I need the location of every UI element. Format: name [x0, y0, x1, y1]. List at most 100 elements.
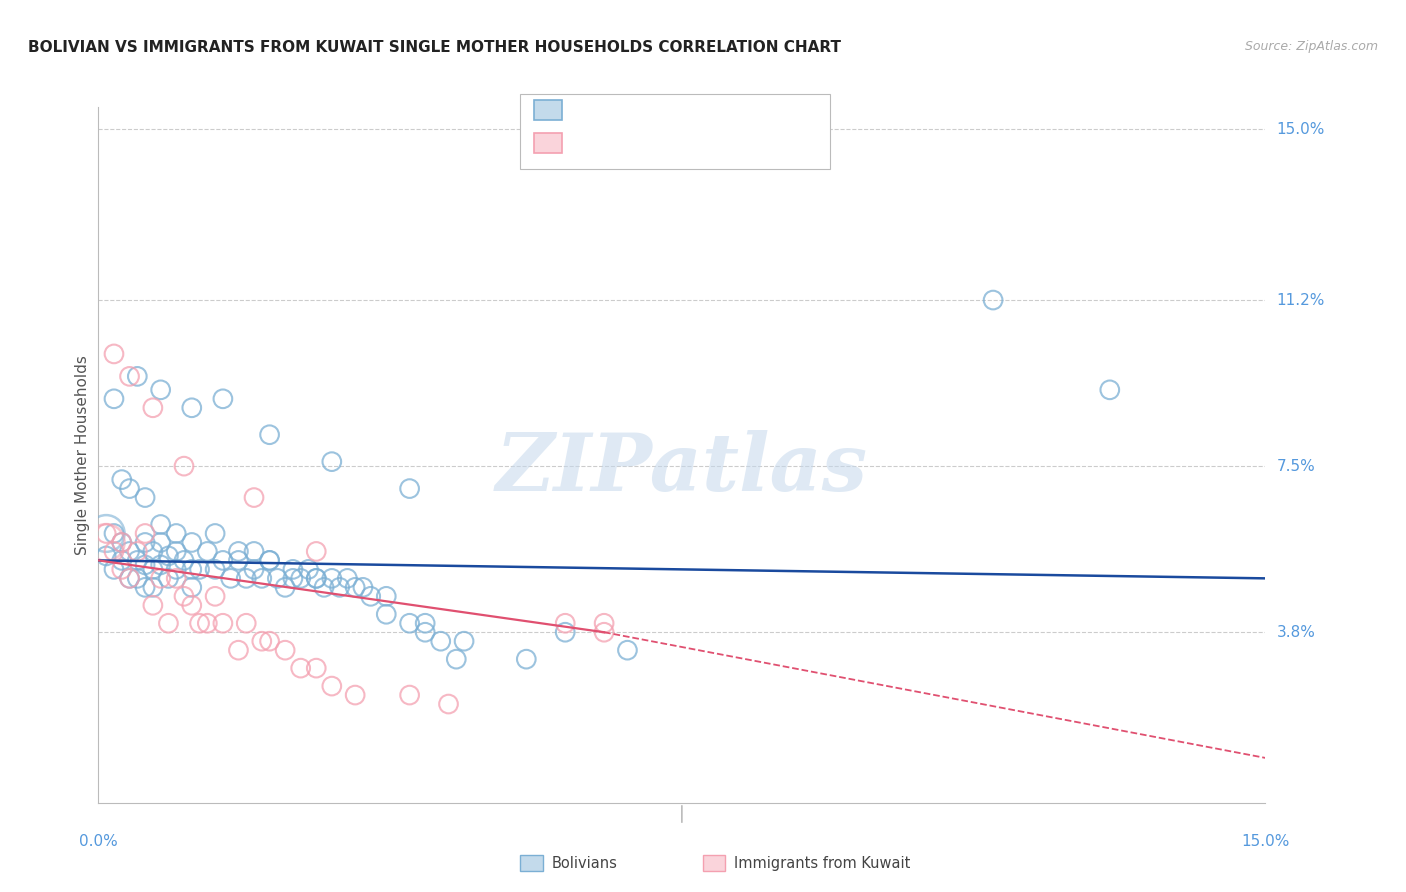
Text: 15.0%: 15.0% — [1277, 122, 1324, 137]
Point — [413, 625, 436, 640]
Point — [188, 616, 211, 631]
Point — [134, 491, 156, 505]
Point — [127, 571, 149, 585]
Point — [96, 549, 118, 563]
Point — [96, 526, 118, 541]
Point — [96, 535, 118, 549]
Point — [398, 616, 420, 631]
Point — [111, 535, 134, 549]
Point — [344, 688, 367, 702]
Point — [127, 544, 149, 558]
Text: Source: ZipAtlas.com: Source: ZipAtlas.com — [1244, 40, 1378, 54]
Point — [103, 392, 125, 406]
Point — [981, 293, 1004, 307]
Point — [103, 544, 125, 558]
Text: 11.2%: 11.2% — [1277, 293, 1324, 308]
Text: 3.8%: 3.8% — [1277, 624, 1316, 640]
Point — [243, 544, 266, 558]
Point — [142, 599, 165, 613]
Point — [437, 697, 460, 711]
Point — [149, 558, 172, 572]
Point — [259, 634, 281, 648]
Point — [142, 580, 165, 594]
Point — [321, 571, 343, 585]
Point — [180, 580, 202, 594]
Point — [103, 347, 125, 361]
Point — [266, 571, 288, 585]
Point — [188, 562, 211, 576]
Point — [321, 455, 343, 469]
Point — [305, 571, 328, 585]
Point — [259, 553, 281, 567]
Text: 7.5%: 7.5% — [1277, 458, 1315, 474]
Point — [352, 580, 374, 594]
Text: ZIPatlas: ZIPatlas — [496, 430, 868, 508]
Point — [111, 553, 134, 567]
Point — [173, 590, 195, 604]
Point — [149, 383, 172, 397]
Point — [127, 553, 149, 567]
Point — [142, 562, 165, 576]
Point — [281, 562, 304, 576]
Point — [103, 562, 125, 576]
Point — [593, 625, 616, 640]
Point — [212, 553, 235, 567]
Point — [219, 571, 242, 585]
Point — [165, 562, 187, 576]
Point — [142, 544, 165, 558]
Point — [235, 616, 257, 631]
Point — [180, 562, 202, 576]
Point — [118, 369, 141, 384]
Point — [96, 526, 118, 541]
Point — [212, 616, 235, 631]
Point — [375, 607, 398, 622]
Point — [118, 544, 141, 558]
Point — [360, 590, 382, 604]
Point — [515, 652, 537, 666]
Point — [212, 392, 235, 406]
Point — [446, 652, 468, 666]
Point — [375, 590, 398, 604]
Point — [398, 688, 420, 702]
Point — [250, 634, 273, 648]
Point — [297, 562, 319, 576]
Text: BOLIVIAN VS IMMIGRANTS FROM KUWAIT SINGLE MOTHER HOUSEHOLDS CORRELATION CHART: BOLIVIAN VS IMMIGRANTS FROM KUWAIT SINGL… — [28, 40, 841, 55]
Point — [204, 590, 226, 604]
Text: 15.0%: 15.0% — [1241, 834, 1289, 849]
Point — [274, 580, 297, 594]
Point — [180, 599, 202, 613]
Point — [228, 553, 250, 567]
Point — [413, 616, 436, 631]
Point — [165, 544, 187, 558]
Point — [554, 616, 576, 631]
Point — [134, 558, 156, 572]
Point — [259, 553, 281, 567]
Point — [228, 544, 250, 558]
Point — [554, 625, 576, 640]
Point — [243, 562, 266, 576]
Text: -0.198: -0.198 — [609, 136, 661, 150]
Point — [118, 571, 141, 585]
Text: R =: R = — [571, 136, 607, 150]
Point — [274, 643, 297, 657]
Point — [127, 369, 149, 384]
Point — [157, 616, 180, 631]
Point — [259, 427, 281, 442]
Point — [336, 571, 359, 585]
Point — [149, 535, 172, 549]
Point — [118, 482, 141, 496]
Point — [134, 580, 156, 594]
Point — [180, 535, 202, 549]
Point — [157, 549, 180, 563]
Point — [1098, 383, 1121, 397]
Point — [142, 401, 165, 415]
Point — [329, 580, 352, 594]
Point — [312, 580, 335, 594]
Text: -0.042: -0.042 — [609, 103, 661, 117]
Point — [111, 535, 134, 549]
Point — [134, 526, 156, 541]
Point — [157, 571, 180, 585]
Point — [593, 616, 616, 631]
Point — [235, 571, 257, 585]
Point — [243, 491, 266, 505]
